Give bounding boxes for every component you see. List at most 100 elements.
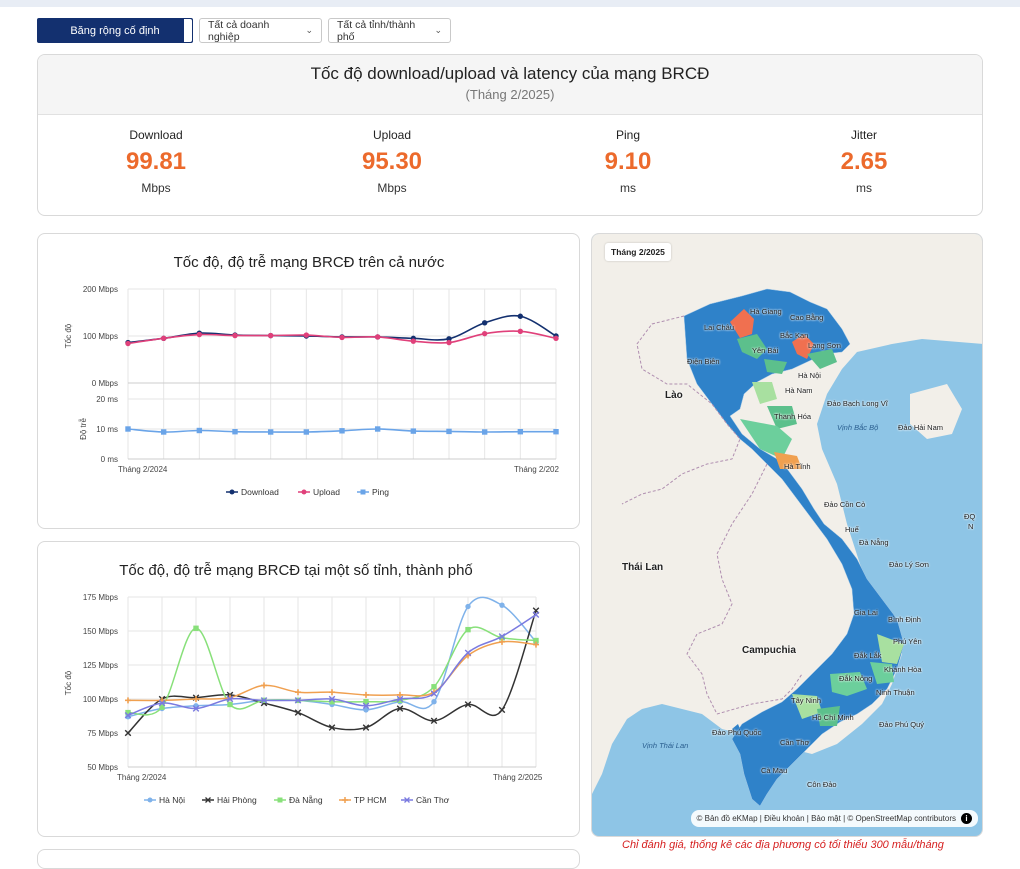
y-axis-ticks: 200 Mbps 100 Mbps 0 Mbps 20 ms 10 ms 0 m… (83, 285, 118, 464)
data-point-haiphong (430, 717, 438, 725)
y-tick-label: 0 ms (101, 455, 118, 464)
map-label: Đắk Nông (839, 674, 873, 683)
map-label: Đắk Lắk (854, 651, 882, 660)
province-green[interactable] (740, 419, 792, 459)
province-green[interactable] (767, 406, 797, 429)
data-point-download (446, 336, 452, 342)
next-card (37, 849, 580, 869)
data-point-cantho (294, 697, 302, 704)
legend-item-hanoi[interactable]: Hà Nội (144, 795, 185, 805)
legend-item-ping[interactable]: Ping (357, 487, 389, 497)
data-point-haiphong (464, 701, 472, 708)
province-red[interactable] (792, 334, 814, 359)
data-point-danang (431, 684, 437, 690)
data-point-upload (517, 328, 524, 334)
province-green[interactable] (737, 334, 767, 359)
legend-item-danang[interactable]: Đà Nẵng (274, 795, 323, 805)
legend-item-tphcm[interactable]: TP HCM (339, 795, 386, 805)
filter-bar: Băng rộng cố định Tất cả doanh nghiệp ⌄ T… (37, 18, 451, 43)
data-point-tphcm (329, 689, 335, 696)
border-line (621, 315, 741, 505)
map-label: Thanh Hóa (774, 412, 812, 421)
province-green[interactable] (870, 662, 894, 684)
data-point-cantho (396, 695, 404, 703)
data-point-cantho (362, 702, 370, 710)
legend-label: Ping (372, 487, 389, 497)
border-line (716, 673, 803, 715)
map-label: Cao Bằng (790, 313, 824, 322)
metric-unit: Mbps (141, 181, 171, 195)
data-point-cantho (532, 611, 540, 618)
data-point-haiphong (362, 724, 370, 731)
border-line (686, 463, 768, 715)
network-type-button[interactable]: Băng rộng cố định (37, 18, 193, 43)
map-label: Đảo Phú Quý (879, 720, 925, 729)
chart-series (124, 596, 540, 737)
data-point-ping (267, 429, 274, 435)
data-point-haiphong (328, 724, 336, 731)
province-light-green[interactable] (792, 694, 822, 719)
attribution-text: © Bản đồ eKMap | Điều khoản | Bảo mật | … (696, 814, 957, 823)
legend-item-download[interactable]: Download (226, 487, 279, 497)
enterprise-select[interactable]: Tất cả doanh nghiệp ⌄ (199, 18, 322, 43)
y-tick-label: 150 Mbps (83, 627, 118, 636)
map-attribution[interactable]: © Bản đồ eKMap | Điều khoản | Bảo mật | … (690, 810, 978, 827)
summary-card: Tốc độ download/upload và latency của mạ… (37, 54, 983, 216)
metric-value: 99.81 (125, 148, 187, 175)
data-point-ping (553, 429, 559, 435)
data-point-upload (446, 339, 452, 346)
province-green[interactable] (807, 349, 837, 369)
top-strip (0, 0, 1020, 7)
metric-unit: ms (620, 181, 636, 195)
province-orange[interactable] (774, 452, 802, 469)
y-tick-label: 75 Mbps (87, 729, 118, 738)
province-green[interactable] (764, 359, 787, 374)
province-light-green[interactable] (877, 634, 904, 664)
data-point-upload (196, 331, 203, 338)
province-light-green[interactable] (752, 382, 777, 404)
province-value: Tất cả tỉnh/thành phố (337, 18, 416, 43)
legend-item-haiphong[interactable]: Hải Phòng (202, 795, 257, 805)
data-point-cantho (192, 705, 200, 712)
province-chart: Tốc độ, độ trễ mạng BRCĐ tại một số tỉnh… (64, 562, 543, 805)
province-green[interactable] (817, 706, 840, 726)
province-chart-card: Tốc độ, độ trễ mạng BRCĐ tại một số tỉnh… (37, 541, 580, 837)
data-point-ping (232, 429, 238, 435)
data-point-ping (160, 429, 167, 435)
legend-item-upload[interactable]: Upload (298, 487, 340, 497)
map-label: Huế (845, 525, 859, 534)
data-point-ping (339, 428, 345, 434)
y-tick-label: 10 ms (96, 425, 118, 434)
map-canvas[interactable] (592, 234, 983, 837)
metric-label: Jitter (850, 128, 877, 142)
metric-upload: Upload 95.30 Mbps (274, 115, 510, 195)
map-card[interactable]: Tháng 2/2025 Hà Giang Cao Bằng Lai Châu … (591, 233, 983, 837)
y-tick-label: 0 Mbps (92, 379, 118, 388)
data-point-tphcm (363, 691, 369, 698)
info-icon[interactable]: i (961, 813, 972, 824)
legend-item-cantho[interactable]: Cần Thơ (401, 795, 450, 805)
data-point-upload (410, 338, 417, 344)
metric-label: Ping (615, 128, 641, 142)
map-label: Vịnh Bắc Bộ (837, 423, 879, 432)
province-select[interactable]: Tất cả tỉnh/thành phố ⌄ (328, 18, 451, 43)
data-point-ping (410, 428, 417, 434)
data-point-tphcm (125, 697, 131, 704)
x-start-label: Tháng 2/2024 (117, 773, 167, 782)
legend-label: Cần Thơ (416, 795, 450, 805)
chevron-down-icon: ⌄ (434, 25, 442, 35)
map-label: Hà Giang (750, 307, 782, 316)
legend-label: Upload (313, 487, 340, 497)
y-tick-label: 20 ms (96, 395, 118, 404)
province-red[interactable] (730, 309, 754, 338)
chart-title: Tốc độ, độ trễ mạng BRCĐ trên cả nước (174, 254, 445, 271)
data-point-upload (481, 330, 488, 337)
map-label: Lai Châu (704, 323, 735, 332)
province-green[interactable] (830, 672, 867, 696)
chart-series (125, 313, 559, 435)
data-point-haiphong (294, 709, 302, 716)
chart-legend: Download Upload Ping (226, 487, 389, 497)
data-point-ping (446, 428, 452, 435)
map-label: Thái Lan (622, 562, 664, 573)
map-label: Đà Nẵng (859, 538, 889, 547)
